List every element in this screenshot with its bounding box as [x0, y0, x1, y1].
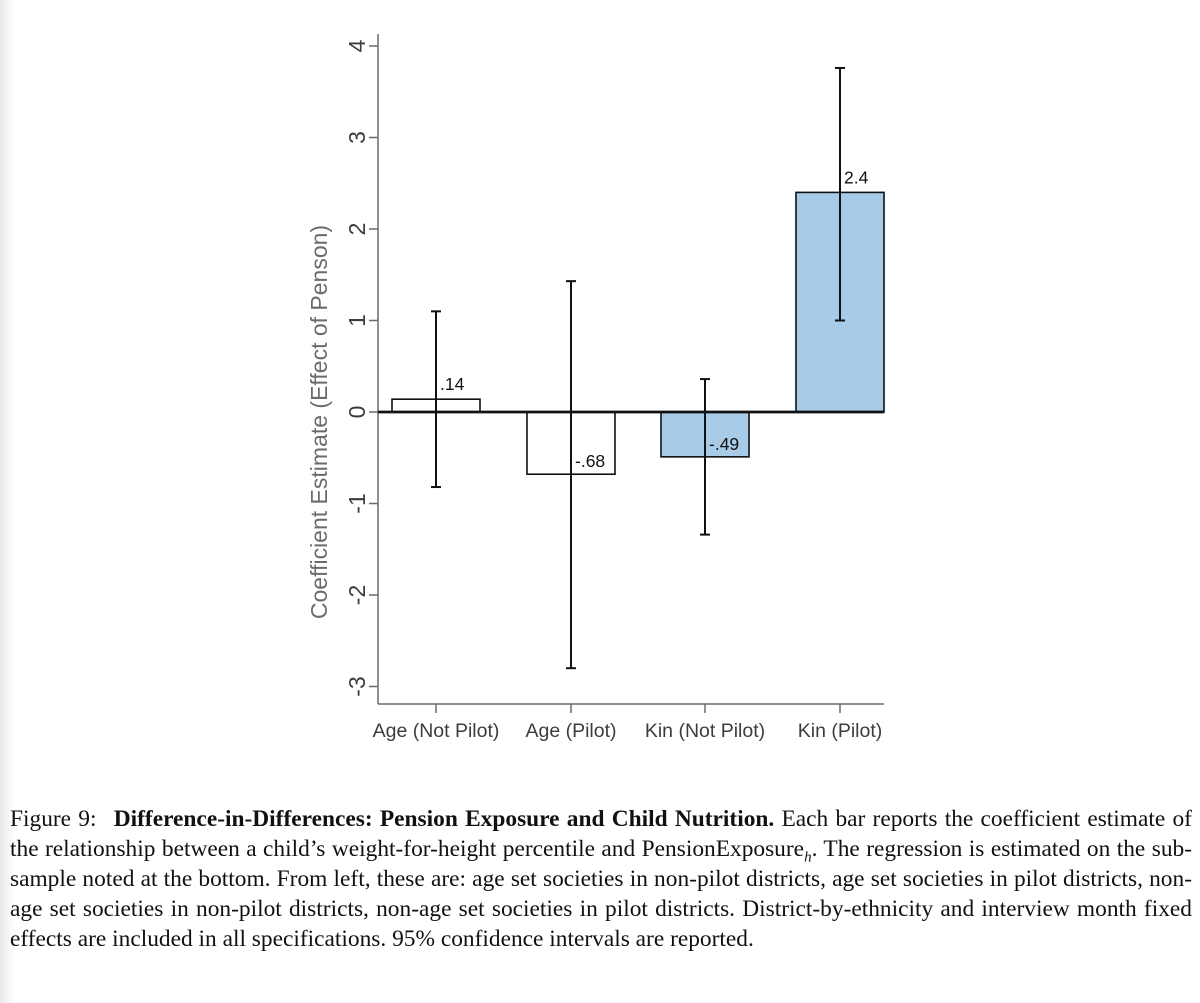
x-tick-label: Age (Pilot)	[525, 720, 616, 742]
value-label: -.68	[575, 451, 605, 471]
page-edge-shadow	[0, 0, 14, 1003]
caption-subscript: h	[804, 849, 812, 866]
caption-text-part1: Each bar reports the coefficient estimat…	[10, 806, 1192, 862]
x-tick-label: Kin (Pilot)	[798, 720, 883, 742]
y-tick-label: -2	[344, 585, 370, 605]
y-tick-label: 1	[344, 314, 370, 327]
bars	[391, 191, 885, 476]
caption-text-part2: . The regression is estimated on the sub…	[10, 836, 1192, 952]
x-axis: Age (Not Pilot) Age (Pilot) Kin (Not Pilot…	[373, 703, 884, 742]
y-tick-label: 3	[344, 131, 370, 144]
figure-title: Difference-in-Differences: Pension Expos…	[113, 806, 775, 832]
x-tick-label: Kin (Not Pilot)	[645, 720, 765, 742]
value-label: .14	[440, 374, 465, 394]
figure-number: Figure 9:	[10, 806, 97, 832]
coefficient-bar-chart: -3 -2 -1 0 1 2 3 4 .14 -.68 -.49 2.4 Age (Not Pilo…	[306, 34, 885, 742]
y-tick-label: -1	[344, 493, 370, 513]
y-tick-label: 0	[344, 406, 370, 419]
y-axis: -3 -2 -1 0 1 2 3 4	[344, 34, 379, 704]
y-tick-label: -3	[344, 676, 370, 696]
value-labels: .14 -.68 -.49 2.4	[440, 167, 869, 471]
error-bars	[431, 66, 845, 670]
value-label: -.49	[709, 434, 739, 454]
value-label: 2.4	[844, 167, 869, 187]
x-tick-label: Age (Not Pilot)	[373, 720, 500, 742]
y-tick-label: 4	[344, 39, 370, 52]
y-tick-label: 2	[344, 223, 370, 236]
figure-caption: Figure 9: Difference-in-Differences: Pen…	[10, 804, 1192, 954]
y-axis-title: Coefficient Estimate (Effect of Penson)	[306, 225, 332, 619]
